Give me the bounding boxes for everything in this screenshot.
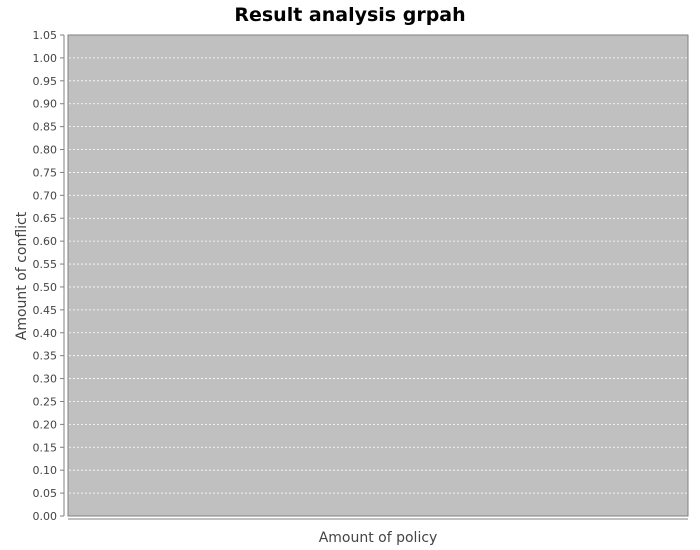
y-tick-label: 0.00 <box>33 510 58 523</box>
y-tick-label: 1.05 <box>33 29 58 42</box>
y-tick-label: 0.35 <box>33 350 58 363</box>
y-axis-label: Amount of conflict <box>14 211 30 340</box>
y-tick-label: 0.50 <box>33 281 58 294</box>
y-tick-label: 0.70 <box>33 189 58 202</box>
y-tick-label: 0.20 <box>33 418 58 431</box>
y-tick-label: 0.40 <box>33 327 58 340</box>
y-tick-label: 0.85 <box>33 121 58 134</box>
y-tick-label: 0.55 <box>33 258 58 271</box>
y-tick-label: 0.60 <box>33 235 58 248</box>
y-tick-label: 1.00 <box>33 52 58 65</box>
y-tick-label: 0.75 <box>33 166 58 179</box>
y-axis-ticks: 0.00 0.05 0.10 0.15 0.20 0.25 0.30 0.35 0.40 0.45… <box>33 29 64 523</box>
y-tick-label: 0.30 <box>33 373 58 386</box>
chart-title: Result analysis grpah <box>234 4 465 26</box>
y-tick-label: 0.05 <box>33 487 58 500</box>
y-tick-label: 0.80 <box>33 144 58 157</box>
y-tick-label: 0.45 <box>33 304 58 317</box>
y-tick-label: 0.15 <box>33 441 58 454</box>
y-tick-label: 0.25 <box>33 395 58 408</box>
gridlines <box>69 57 687 494</box>
y-tick-label: 0.10 <box>33 464 58 477</box>
y-tick-label: 0.65 <box>33 212 58 225</box>
y-tick-label: 0.95 <box>33 75 58 88</box>
y-tick-label: 0.90 <box>33 98 58 111</box>
plot-area <box>67 34 689 517</box>
x-axis-label: Amount of policy <box>319 530 438 546</box>
